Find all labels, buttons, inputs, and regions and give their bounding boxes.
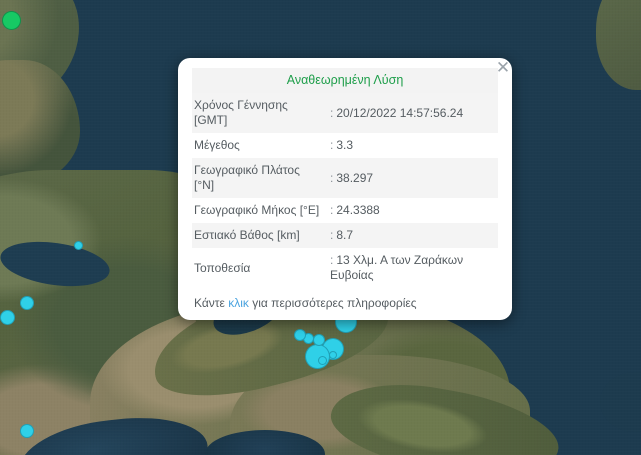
table-row: Τοποθεσία:13 Χλμ. Α των Ζαράκων Ευβοίας: [192, 248, 498, 288]
detail-value: :3.3: [328, 133, 498, 158]
table-row: Γεωγραφικό Πλάτος [°N]:38.297: [192, 158, 498, 198]
table-row: Μέγεθος:3.3: [192, 133, 498, 158]
detail-key: Μέγεθος: [192, 133, 328, 158]
popup-footer: Κάντε κλικ για περισσότερες πληροφορίες: [192, 288, 498, 312]
detail-key: Γεωγραφικό Μήκος [°E]: [192, 198, 328, 223]
quake-marker-green-nw[interactable]: [2, 11, 21, 30]
detail-key: Εστιακό Βάθος [km]: [192, 223, 328, 248]
quake-marker-7[interactable]: [305, 344, 330, 369]
quake-marker-9[interactable]: [313, 334, 325, 346]
colon-separator: :: [330, 203, 334, 217]
colon-separator: :: [330, 138, 334, 152]
colon-separator: :: [330, 228, 334, 242]
detail-value: :13 Χλμ. Α των Ζαράκων Ευβοίας: [328, 248, 498, 288]
colon-separator: :: [330, 253, 334, 267]
detail-value: :24.3388: [328, 198, 498, 223]
quake-marker-1[interactable]: [20, 296, 34, 310]
colon-separator: :: [330, 170, 334, 185]
earthquake-info-popup: Αναθεωρημένη Λύση Χρόνος Γέννησης [GMT]:…: [178, 58, 512, 320]
detail-value: :20/12/2022 14:57:56.24: [328, 93, 498, 133]
quake-marker-12[interactable]: [329, 351, 337, 359]
more-info-link[interactable]: κλικ: [228, 296, 249, 310]
quake-marker-11[interactable]: [318, 356, 327, 365]
table-row: Εστιακό Βάθος [km]:8.7: [192, 223, 498, 248]
detail-key: Τοποθεσία: [192, 248, 328, 288]
earthquake-details-table: Χρόνος Γέννησης [GMT]:20/12/2022 14:57:5…: [192, 93, 498, 288]
quake-marker-2[interactable]: [0, 310, 15, 325]
popup-title: Αναθεωρημένη Λύση: [192, 68, 498, 93]
detail-value: :38.297: [328, 158, 498, 198]
close-icon[interactable]: ✕: [495, 58, 511, 77]
detail-key: Χρόνος Γέννησης [GMT]: [192, 93, 328, 133]
table-row: Γεωγραφικό Μήκος [°E]:24.3388: [192, 198, 498, 223]
quake-marker-10[interactable]: [294, 329, 306, 341]
colon-separator: :: [330, 105, 334, 120]
detail-value: :8.7: [328, 223, 498, 248]
quake-marker-3[interactable]: [20, 424, 34, 438]
detail-key: Γεωγραφικό Πλάτος [°N]: [192, 158, 328, 198]
footer-text-after: για περισσότερες πληροφορίες: [248, 296, 417, 310]
quake-marker-4[interactable]: [74, 241, 83, 250]
table-row: Χρόνος Γέννησης [GMT]:20/12/2022 14:57:5…: [192, 93, 498, 133]
footer-text-before: Κάντε: [194, 296, 229, 310]
